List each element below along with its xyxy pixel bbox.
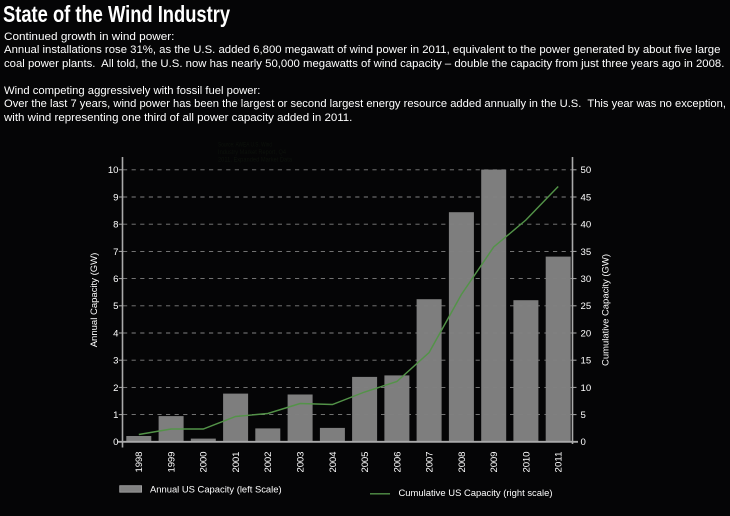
svg-text:Annual US Capacity (left Scale: Annual US Capacity (left Scale) <box>150 485 282 496</box>
svg-text:3: 3 <box>113 356 118 367</box>
svg-text:4: 4 <box>113 328 119 339</box>
svg-text:Industry Market Report, Q4: Industry Market Report, Q4 <box>218 150 287 156</box>
svg-text:2005: 2005 <box>360 452 371 473</box>
svg-text:10: 10 <box>581 383 592 394</box>
svg-text:2000: 2000 <box>199 452 210 473</box>
svg-text:35: 35 <box>581 247 592 258</box>
svg-text:Cumulative Capacity (GW): Cumulative Capacity (GW) <box>600 254 611 366</box>
svg-text:8: 8 <box>113 220 118 231</box>
svg-text:2008: 2008 <box>457 452 468 473</box>
svg-text:25: 25 <box>581 301 592 312</box>
svg-text:2003: 2003 <box>296 452 307 473</box>
svg-text:1: 1 <box>113 410 118 421</box>
svg-text:2011, Expanded Market Data: 2011, Expanded Market Data <box>218 158 293 164</box>
svg-text:5: 5 <box>113 301 118 312</box>
svg-text:Annual Capacity (GW): Annual Capacity (GW) <box>89 253 100 348</box>
svg-text:30: 30 <box>581 274 592 285</box>
svg-text:Source: AWEA U.S. Wind: Source: AWEA U.S. Wind <box>218 143 272 149</box>
svg-text:2: 2 <box>113 383 118 394</box>
svg-text:9: 9 <box>113 192 118 203</box>
svg-text:2011: 2011 <box>554 452 565 473</box>
svg-text:20: 20 <box>581 328 592 339</box>
svg-text:2001: 2001 <box>231 452 242 473</box>
svg-text:0: 0 <box>581 437 586 448</box>
svg-text:7: 7 <box>113 247 118 258</box>
svg-text:2010: 2010 <box>521 452 532 473</box>
svg-text:50: 50 <box>581 165 592 176</box>
svg-text:6: 6 <box>113 274 118 285</box>
svg-text:2004: 2004 <box>328 451 339 473</box>
svg-text:10: 10 <box>108 165 119 176</box>
svg-text:0: 0 <box>113 437 118 448</box>
svg-text:2002: 2002 <box>263 452 274 473</box>
svg-text:1999: 1999 <box>167 452 178 473</box>
svg-text:45: 45 <box>581 192 592 203</box>
svg-text:Cumulative US Capacity (right: Cumulative US Capacity (right scale) <box>399 488 553 499</box>
svg-text:40: 40 <box>581 220 592 231</box>
svg-text:2007: 2007 <box>425 452 436 473</box>
svg-text:2009: 2009 <box>489 452 500 473</box>
svg-text:5: 5 <box>581 410 586 421</box>
svg-text:1998: 1998 <box>134 452 145 473</box>
svg-text:15: 15 <box>581 356 592 367</box>
svg-text:2006: 2006 <box>392 452 403 473</box>
